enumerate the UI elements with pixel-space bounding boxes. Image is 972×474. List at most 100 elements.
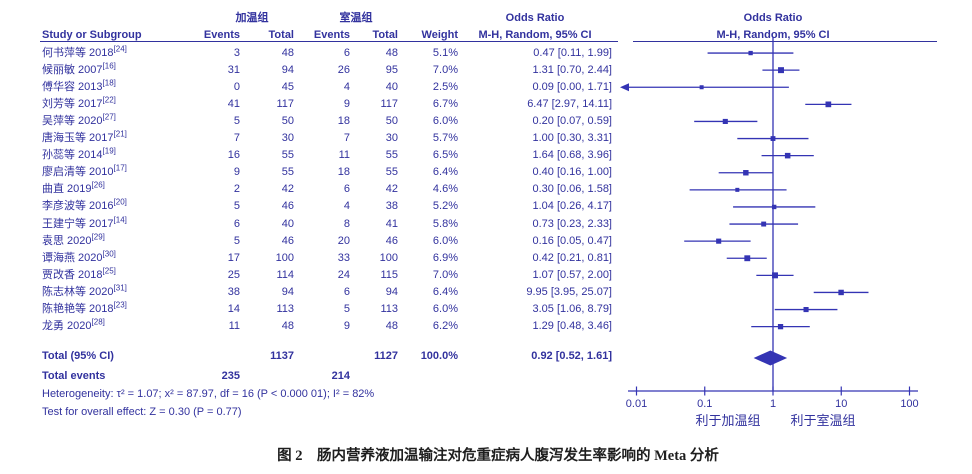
weight-cell: 7.0%	[432, 63, 458, 76]
events-room-cell: 4	[343, 200, 350, 213]
axis-tick-label: 100	[900, 398, 918, 410]
weight-cell: 5.1%	[432, 46, 458, 59]
citation-ref: [28]	[91, 317, 105, 327]
weight-cell: 6.4%	[432, 166, 458, 179]
study-label: 候丽敏 2007[16]	[42, 60, 116, 76]
col-total-warm-header: Total	[268, 29, 294, 41]
odds-ratio-title-right: Odds Ratio	[743, 12, 803, 24]
study-label: 傅华容 2013[18]	[42, 78, 116, 93]
weight-cell: 2.5%	[432, 80, 458, 93]
events-warm-cell: 16	[227, 149, 240, 162]
odds-ratio-ci-cell: 6.47 [2.97, 14.11]	[527, 97, 612, 110]
citation-ref: [20]	[113, 197, 127, 207]
total-warm-cell: 46	[281, 234, 294, 247]
events-warm-cell: 5	[233, 234, 240, 247]
odds-ratio-ci-cell: 0.42 [0.21, 0.81]	[532, 251, 612, 264]
total-room-cell: 117	[380, 97, 398, 110]
events-warm-cell: 41	[227, 97, 240, 110]
total-room-cell: 100	[379, 251, 398, 264]
header-underline-right	[633, 41, 937, 42]
citation-ref: [26]	[91, 180, 105, 190]
axis-tick-label: 0.1	[697, 398, 712, 410]
citation-ref: [21]	[113, 129, 127, 139]
weight-cell: 6.9%	[432, 251, 458, 264]
header-underline-left	[40, 41, 618, 42]
table-row: 袁思 2020[29] 5 46 20 46 6.0% 0.16 [0.05, …	[0, 232, 640, 250]
citation-ref: [17]	[113, 163, 127, 173]
or-marker	[772, 272, 778, 279]
col-weight-header: Weight	[421, 29, 458, 41]
table-row: 陈艳艳等 2018[23] 14 113 5 113 6.0% 3.05 [1.…	[0, 301, 640, 318]
or-marker	[716, 238, 722, 244]
total-room-cell: 50	[385, 114, 398, 127]
study-label: 王建宁等 2017[14]	[42, 214, 127, 230]
favor-right-label: 利于室温组	[790, 413, 855, 428]
total-room-cell: 40	[385, 80, 398, 93]
odds-ratio-ci-cell: 0.09 [0.00, 1.71]	[532, 80, 612, 93]
table-row: 王建宁等 2017[14] 6 40 8 41 5.8% 0.73 [0.23,…	[0, 214, 640, 233]
events-warm-cell: 5	[233, 200, 240, 213]
total-room-cell: 95	[385, 63, 398, 76]
total-room-n: 1127	[374, 350, 398, 362]
total-warm-cell: 114	[276, 268, 294, 281]
total-room-cell: 48	[385, 46, 398, 59]
events-warm-cell: 3	[233, 46, 240, 59]
citation-ref: [30]	[102, 249, 116, 259]
events-room-cell: 26	[337, 63, 350, 76]
total-warm-cell: 113	[276, 303, 294, 315]
odds-ratio-ci-cell: 1.07 [0.57, 2.00]	[532, 268, 612, 281]
total-warm-cell: 46	[281, 200, 294, 213]
table-row: 龙勇 2020[28] 11 48 9 48 6.2% 1.29 [0.48, …	[0, 318, 640, 335]
total-room-cell: 30	[385, 132, 398, 144]
overall-effect-line: Test for overall effect: Z = 0.30 (P = 0…	[42, 406, 242, 418]
total-room-cell: 55	[385, 149, 398, 162]
table-row: 孙蕊等 2014[19] 16 55 11 55 6.5% 1.64 [0.68…	[0, 147, 640, 164]
or-marker	[770, 136, 776, 141]
total-warm-cell: 94	[281, 63, 294, 76]
odds-ratio-ci-cell: 0.30 [0.06, 1.58]	[532, 183, 612, 196]
table-row: 李彦波等 2016[20] 5 46 4 38 5.2% 1.04 [0.26,…	[0, 198, 640, 215]
study-label: 陈志林等 2020[31]	[42, 283, 127, 298]
total-warm-cell: 100	[275, 251, 294, 264]
events-room-cell: 4	[343, 80, 350, 93]
or-marker	[722, 118, 728, 124]
axis-tick-label: 10	[835, 398, 847, 410]
citation-ref: [16]	[102, 60, 116, 70]
study-label: 廖启清等 2010[17]	[42, 163, 127, 179]
total-warm-cell: 50	[281, 114, 294, 127]
events-warm-cell: 9	[233, 166, 240, 179]
total-room-cell: 94	[385, 285, 398, 298]
odds-ratio-ci-cell: 9.95 [3.95, 25.07]	[526, 285, 612, 298]
favor-left-label: 利于加温组	[695, 413, 760, 428]
weight-cell: 5.2%	[432, 200, 458, 213]
table-row: 陈志林等 2020[31] 38 94 6 94 6.4% 9.95 [3.95…	[0, 284, 640, 301]
table-row: 谭海燕 2020[30] 17 100 33 100 6.9% 0.42 [0.…	[0, 250, 640, 267]
events-warm-cell: 11	[228, 320, 240, 333]
citation-ref: [14]	[113, 214, 127, 224]
weight-cell: 6.5%	[432, 149, 458, 162]
study-label: 孙蕊等 2014[19]	[42, 146, 116, 162]
weight-cell: 5.7%	[432, 132, 458, 144]
odds-ratio-ci-cell: 0.20 [0.07, 0.59]	[532, 114, 612, 127]
total-room-cell: 115	[380, 268, 398, 281]
total-warm-cell: 30	[281, 132, 294, 144]
mh-ci-header-left: M-H, Random, 95% CI	[478, 29, 592, 41]
weight-cell: 7.0%	[432, 268, 458, 281]
weight-cell: 6.7%	[432, 97, 458, 110]
weight-cell: 5.8%	[432, 217, 458, 230]
events-warm-cell: 38	[227, 285, 240, 298]
events-room-cell: 6	[343, 46, 350, 59]
citation-ref: [31]	[113, 283, 127, 293]
or-marker	[743, 170, 749, 176]
total-room-cell: 38	[385, 200, 398, 213]
col-study-header: Study or Subgroup	[42, 29, 142, 41]
total-warm-n: 1137	[270, 350, 294, 362]
study-label: 李彦波等 2016[20]	[42, 197, 127, 213]
col-events-room-header: Events	[313, 29, 350, 41]
events-room-cell: 33	[337, 251, 350, 264]
citation-ref: [24]	[113, 43, 127, 53]
table-row: 候丽敏 2007[16] 31 94 26 95 7.0% 1.31 [0.70…	[0, 60, 640, 79]
or-marker	[735, 187, 740, 192]
group-warm-label: 加温组	[235, 12, 269, 24]
events-warm-cell: 25	[227, 268, 240, 281]
